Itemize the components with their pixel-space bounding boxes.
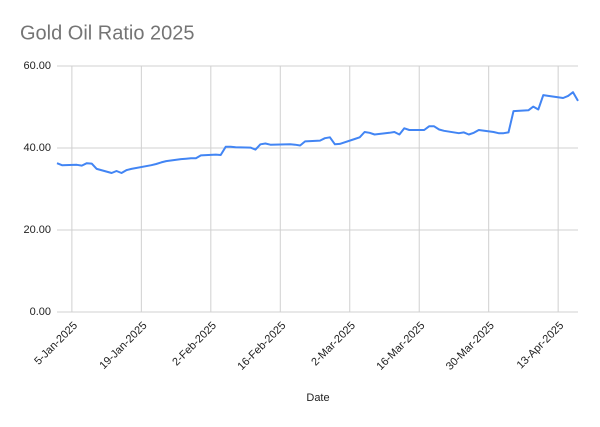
y-tick-label: 60.00: [23, 60, 51, 72]
x-tick-label: 16-Feb-2025: [235, 320, 288, 373]
x-axis-title: Date: [306, 392, 329, 404]
y-tick-label: 20.00: [23, 224, 51, 236]
x-tick-label: 13-Apr-2025: [515, 320, 567, 372]
x-tick-label: 2-Feb-2025: [170, 320, 219, 369]
data-line: [56, 91, 579, 174]
x-tick-label: 2-Mar-2025: [309, 320, 358, 369]
y-tick-label: 40.00: [23, 142, 51, 154]
chart-title: Gold Oil Ratio 2025: [20, 22, 195, 44]
x-tick-label: 16-Mar-2025: [374, 320, 427, 373]
x-tick-label: 5-Jan-2025: [32, 320, 80, 368]
y-tick-label: 0.00: [30, 306, 51, 318]
x-tick-label: 19-Jan-2025: [97, 320, 149, 372]
x-tick-label: 30-Mar-2025: [444, 320, 497, 373]
